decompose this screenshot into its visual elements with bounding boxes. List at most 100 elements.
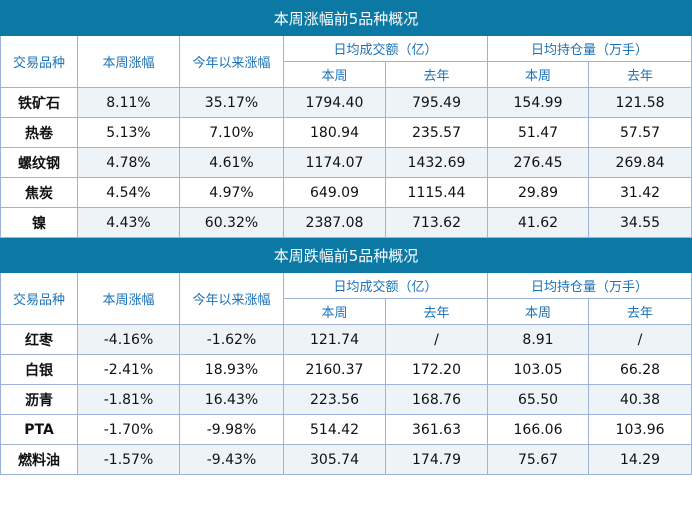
oi-last-year: 121.58 — [587, 87, 692, 118]
losers-header-row-1: 交易品种 本周涨幅 今年以来涨幅 日均成交额（亿） 日均持仓量（万手） — [0, 272, 692, 325]
product-name: PTA — [0, 414, 78, 445]
table-row: 焦炭 4.54% 4.97% 649.09 1115.44 29.89 31.4… — [0, 177, 692, 208]
ytd-change: -1.62% — [179, 324, 284, 355]
gainers-title: 本周涨幅前5品种概况 — [0, 0, 692, 36]
week-change: 4.78% — [77, 147, 180, 178]
oi-last-year: 31.42 — [587, 177, 692, 208]
turnover-this-week: 2160.37 — [283, 354, 386, 385]
ytd-change: 35.17% — [179, 87, 284, 118]
turnover-last-year: 174.79 — [385, 444, 488, 475]
week-change: 8.11% — [77, 87, 180, 118]
oi-last-year: 66.28 — [587, 354, 692, 385]
oi-this-week: 51.47 — [487, 117, 589, 148]
header-oi-this-week: 本周 — [487, 61, 589, 88]
header-oi-last-year: 去年 — [587, 61, 692, 88]
product-name: 热卷 — [0, 117, 78, 148]
turnover-last-year: 713.62 — [385, 207, 488, 238]
header-oi-last-year: 去年 — [587, 298, 692, 325]
turnover-last-year: 172.20 — [385, 354, 488, 385]
turnover-this-week: 1794.40 — [283, 87, 386, 118]
product-name: 螺纹钢 — [0, 147, 78, 178]
turnover-last-year: 168.76 — [385, 384, 488, 415]
week-change: 4.43% — [77, 207, 180, 238]
turnover-this-week: 2387.08 — [283, 207, 386, 238]
header-turnover-last-year: 去年 — [385, 61, 488, 88]
ytd-change: -9.43% — [179, 444, 284, 475]
product-name: 沥青 — [0, 384, 78, 415]
turnover-last-year: 795.49 — [385, 87, 488, 118]
header-week-change: 本周涨幅 — [77, 272, 180, 325]
losers-title: 本周跌幅前5品种概况 — [0, 237, 692, 273]
ytd-change: 60.32% — [179, 207, 284, 238]
ytd-change: 4.97% — [179, 177, 284, 208]
ytd-change: 4.61% — [179, 147, 284, 178]
oi-this-week: 41.62 — [487, 207, 589, 238]
gainers-header-row-1: 交易品种 本周涨幅 今年以来涨幅 日均成交额（亿） 日均持仓量（万手） — [0, 35, 692, 88]
gainers-header-row-2: 本周 去年 本周 去年 — [1, 61, 692, 88]
table-row: 白银 -2.41% 18.93% 2160.37 172.20 103.05 6… — [0, 354, 692, 385]
turnover-this-week: 514.42 — [283, 414, 386, 445]
oi-this-week: 8.91 — [487, 324, 589, 355]
oi-last-year: 40.38 — [587, 384, 692, 415]
header-week-change: 本周涨幅 — [77, 35, 180, 88]
oi-last-year: 57.57 — [587, 117, 692, 148]
oi-this-week: 29.89 — [487, 177, 589, 208]
header-turnover-group: 日均成交额（亿） — [283, 35, 488, 62]
week-change: -1.81% — [77, 384, 180, 415]
turnover-this-week: 305.74 — [283, 444, 386, 475]
losers-header-row-2: 本周 去年 本周 去年 — [1, 298, 692, 325]
header-product: 交易品种 — [0, 35, 78, 88]
oi-this-week: 166.06 — [487, 414, 589, 445]
product-name: 红枣 — [0, 324, 78, 355]
oi-this-week: 154.99 — [487, 87, 589, 118]
oi-last-year: / — [587, 324, 692, 355]
week-change: 4.54% — [77, 177, 180, 208]
turnover-last-year: / — [385, 324, 488, 355]
oi-this-week: 276.45 — [487, 147, 589, 178]
week-change: -1.57% — [77, 444, 180, 475]
table-row: 镍 4.43% 60.32% 2387.08 713.62 41.62 34.5… — [0, 207, 692, 238]
table-row: 螺纹钢 4.78% 4.61% 1174.07 1432.69 276.45 2… — [0, 147, 692, 178]
table-row: PTA -1.70% -9.98% 514.42 361.63 166.06 1… — [0, 414, 692, 445]
turnover-last-year: 1115.44 — [385, 177, 488, 208]
week-change: -2.41% — [77, 354, 180, 385]
turnover-this-week: 649.09 — [283, 177, 386, 208]
table-row: 沥青 -1.81% 16.43% 223.56 168.76 65.50 40.… — [0, 384, 692, 415]
losers-title-row: 本周跌幅前5品种概况 — [0, 237, 692, 273]
oi-this-week: 65.50 — [487, 384, 589, 415]
table-row: 红枣 -4.16% -1.62% 121.74 / 8.91 / — [0, 324, 692, 355]
table-row: 燃料油 -1.57% -9.43% 305.74 174.79 75.67 14… — [0, 444, 692, 475]
table-row: 热卷 5.13% 7.10% 180.94 235.57 51.47 57.57 — [0, 117, 692, 148]
futures-summary-table: 本周涨幅前5品种概况 交易品种 本周涨幅 今年以来涨幅 日均成交额（亿） 日均持… — [0, 0, 692, 475]
turnover-last-year: 235.57 — [385, 117, 488, 148]
oi-this-week: 103.05 — [487, 354, 589, 385]
gainers-title-row: 本周涨幅前5品种概况 — [0, 0, 692, 36]
ytd-change: 16.43% — [179, 384, 284, 415]
oi-this-week: 75.67 — [487, 444, 589, 475]
oi-last-year: 34.55 — [587, 207, 692, 238]
header-ytd-change: 今年以来涨幅 — [179, 35, 284, 88]
header-open-interest-group: 日均持仓量（万手） — [486, 35, 692, 62]
turnover-this-week: 121.74 — [283, 324, 386, 355]
product-name: 焦炭 — [0, 177, 78, 208]
ytd-change: 18.93% — [179, 354, 284, 385]
turnover-last-year: 361.63 — [385, 414, 488, 445]
header-oi-this-week: 本周 — [487, 298, 589, 325]
turnover-last-year: 1432.69 — [385, 147, 488, 178]
product-name: 铁矿石 — [0, 87, 78, 118]
oi-last-year: 103.96 — [587, 414, 692, 445]
header-open-interest-group: 日均持仓量（万手） — [486, 272, 692, 299]
week-change: 5.13% — [77, 117, 180, 148]
week-change: -1.70% — [77, 414, 180, 445]
oi-last-year: 269.84 — [587, 147, 692, 178]
turnover-this-week: 223.56 — [283, 384, 386, 415]
turnover-this-week: 180.94 — [283, 117, 386, 148]
header-turnover-last-year: 去年 — [385, 298, 488, 325]
oi-last-year: 14.29 — [587, 444, 692, 475]
ytd-change: -9.98% — [179, 414, 284, 445]
header-turnover-this-week: 本周 — [283, 298, 386, 325]
header-ytd-change: 今年以来涨幅 — [179, 272, 284, 325]
product-name: 燃料油 — [0, 444, 78, 475]
table-row: 铁矿石 8.11% 35.17% 1794.40 795.49 154.99 1… — [0, 87, 692, 118]
turnover-this-week: 1174.07 — [283, 147, 386, 178]
